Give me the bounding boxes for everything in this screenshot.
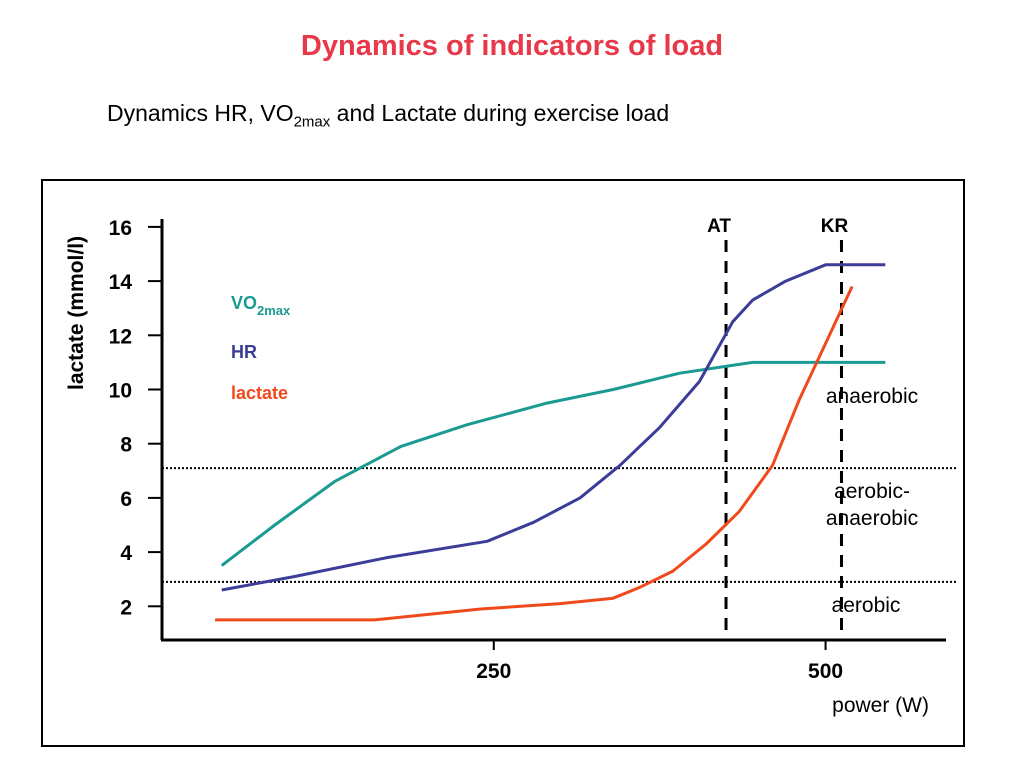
y-axis-label: lactate (mmol/l): [65, 236, 88, 390]
y-tick-label-10: 10: [109, 380, 132, 403]
slide-title: Dynamics of indicators of load: [300, 30, 724, 62]
subtitle-subscript: 2max: [293, 113, 331, 131]
y-tick-label-8: 8: [120, 434, 132, 457]
threshold-label-kr: KR: [821, 216, 849, 237]
y-tick-label-2: 2: [120, 596, 132, 619]
zone-label-aerobic: aerobic: [832, 594, 901, 617]
subtitle-text-pre: Dynamics HR, VO: [107, 100, 294, 126]
y-tick-label-4: 4: [120, 542, 132, 565]
x-axis-label: power (W): [832, 694, 929, 717]
chart-frame: [41, 179, 965, 747]
series-line-vo: [220, 360, 886, 567]
y-tick-label-12: 12: [109, 325, 132, 348]
legend-entry-hr: HR: [231, 342, 257, 362]
series-line-lactate: [215, 285, 854, 622]
series-line-hr: [221, 263, 886, 592]
x-tick-label-500: 500: [808, 660, 843, 683]
y-tick-label-6: 6: [120, 488, 132, 511]
zone-label-aerobic-anaerobic: aerobic-anaerobic: [826, 480, 918, 530]
legend-entry-vo: VO2max: [231, 293, 291, 318]
threshold-label-at: AT: [707, 216, 731, 237]
y-tick-label-14: 14: [109, 271, 133, 294]
y-tick-label-16: 16: [109, 217, 132, 240]
legend-entry-lactate: lactate: [231, 383, 288, 403]
slide-subtitle: Dynamics HR, VO2max and Lactate during e…: [107, 100, 669, 131]
subtitle-text-post: and Lactate during exercise load: [330, 100, 670, 126]
zone-label-anaerobic: anaerobic: [826, 385, 918, 408]
x-tick-label-250: 250: [476, 660, 511, 683]
